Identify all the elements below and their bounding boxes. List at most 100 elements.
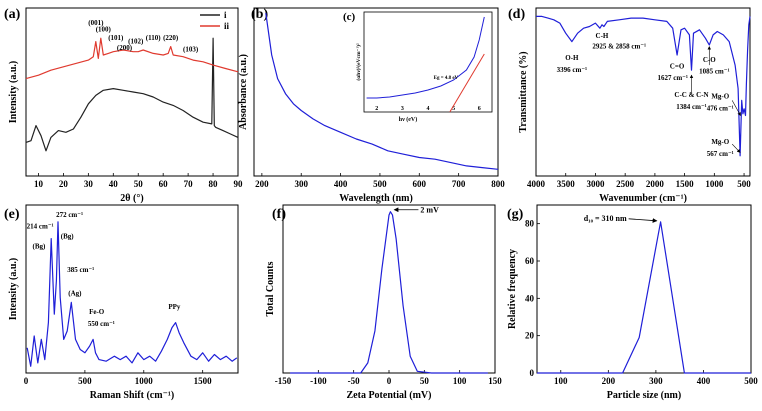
panel-a-xtick-label: 20 [59,179,69,189]
panel-g-annotation: d₁₀ = 310 nm [584,214,627,223]
panel-d-label: (d) [508,7,525,22]
panel-d-annotation: 1384 cm⁻¹ [676,103,706,111]
panel-g-ytick-label: 40 [525,293,535,303]
panel-b-xtick-label: 300 [294,179,308,189]
panel-e-frame [25,204,239,374]
panel-f-xtick-label: -100 [310,376,327,386]
panel-e-series-raman [26,221,238,367]
panel-d-pointer [731,143,741,153]
panel-f-series-zeta [290,211,488,374]
panel-a-annotation: (101) [108,34,124,42]
panel-d-annotation: 1627 cm⁻¹ [657,74,687,82]
panel-a-frame [25,7,239,177]
panel-f-xtick-label: 100 [453,376,467,386]
panel-e-annotation: (Bg) [61,233,75,241]
panel-d-annotation: C-H [596,32,609,40]
panel-f-xtick-label: 0 [387,376,392,386]
panel-d-xlabel: Wavenumber (cm⁻¹) [599,193,687,204]
inset-c-ylabel: (αhν)²(eVcm⁻¹)² [355,43,362,81]
panel-g-label: (g) [507,207,524,222]
panel-g-xtick-label: 500 [744,376,758,386]
inset-c-xtick-label: 5 [452,106,455,112]
panel-a-xtick-label: 10 [34,179,44,189]
panel-f-xtick-label: -50 [348,376,360,386]
panel-g-ytick-label: 60 [525,256,535,266]
panel-d-annotation: O-H [565,54,579,62]
panel-a-annotation: (001) [88,19,104,27]
inset-c-annotation: Eg = 4.8 eV [434,76,459,81]
panel-b-series-absorbance [265,12,499,170]
panel-d-pointer [731,100,741,117]
panel-a-xtick-label: 90 [234,179,244,189]
panel-e-annotation: (Ag) [68,290,82,298]
panel-e-annotation: 214 cm⁻¹ [27,223,54,231]
panel-b: (b) 200 300 400 500 600 700 800 Wavelength (nm) A… [238,7,505,204]
panel-g-xtick-label: 200 [602,376,616,386]
panel-d-xtick-label: 1000 [705,179,724,189]
panel-a-legend-entry: i [224,10,227,20]
panel-f-label: (f) [272,207,286,222]
panel-b-xtick-label: 400 [334,179,348,189]
panel-g-xlabel: Particle size (nm) [607,390,681,401]
panel-d: (d) 4000 3500 3000 2500 2000 1500 1000 500 Wavenu… [508,7,751,204]
panel-g-pointer [628,218,658,223]
panel-a-xtick-label: 30 [84,179,94,189]
panel-a-annotation: (103) [183,46,199,54]
panel-d-annotation: Mg-O [711,138,729,146]
panel-f-annotation: 2 mV [420,206,439,215]
panel-d-annotation: C-C & C-N [674,91,708,99]
panel-f-xlabel: Zeta Potential (mV) [347,390,432,401]
panel-d-annotation: 1085 cm⁻¹ [699,68,729,76]
panel-d-xtick-label: 4000 [527,179,546,189]
panel-d-xtick-label: 500 [737,179,751,189]
panel-e-annotation: (Bg) [33,243,47,251]
panel-a-annotation: (110) [146,34,161,42]
panel-a-xtick-label: 70 [184,179,194,189]
panel-d-annotation: C=O [670,62,685,70]
panel-d-xtick-label: 2000 [646,179,665,189]
panel-e-annotation: PPy [168,303,181,311]
panel-g-ylabel: Relative frequency [507,249,518,329]
panel-e-xtick-label: 500 [78,376,92,386]
panel-g-ytick-label: 20 [525,331,535,341]
inset-c-xtick-label: 2 [375,106,378,112]
panel-f-xtick-label: -150 [275,376,292,386]
inset-c-xtick-label: 6 [478,106,481,112]
inset-c-label: (c) [343,11,356,23]
panel-d-series-ftir [536,15,751,157]
inset-c-xtick-label: 3 [401,106,404,112]
panel-b-label: (b) [251,7,268,22]
panel-a-annotation: (220) [163,34,179,42]
panel-b-xtick-label: 800 [491,179,505,189]
panel-e-xtick-label: 0 [24,376,29,386]
panel-a-legend-entry: ii [224,21,230,31]
panel-e: (e) 0 500 1000 1500 Raman Shift (cm⁻¹) Intensi… [4,204,239,401]
panel-b-xtick-label: 700 [452,179,466,189]
panel-a-annotation: (100) [96,26,112,34]
panel-a-xtick-label: 50 [134,179,144,189]
panel-g-ytick-label: 80 [525,219,535,229]
panel-g-series-size [537,221,751,374]
panel-e-annotation: 385 cm⁻¹ [67,266,94,274]
inset-c-series-fit [449,53,485,113]
panel-a-xlabel: 2θ (°) [120,193,143,204]
panel-e-ylabel: Intensity (a.u.) [8,258,19,321]
panel-e-annotation: Fe-O [89,308,105,316]
panel-b-xtick-label: 200 [255,179,269,189]
panel-d-annotation: Mg-O [711,93,729,101]
inset-c-xlabel: hν (eV) [399,116,418,123]
panel-f-ylabel: Total Counts [265,261,276,316]
panel-b-frame [253,7,499,177]
panel-e-annotation: 550 cm⁻¹ [88,320,115,328]
panel-a-series-i [25,37,239,152]
panel-a-series-ii [25,37,239,80]
panel-g-xtick-label: 400 [697,376,711,386]
panel-a-xtick-label: 80 [209,179,219,189]
panel-a: (a) 10 20 30 40 50 60 70 80 90 2θ (°) Intensity (a.… [4,7,243,204]
panel-g: (g) 100 200 300 400 500 0 20 40 60 80 Particle size… [507,204,758,401]
panel-f-xtick-label: 150 [488,376,502,386]
panel-g-frame [536,204,752,374]
panel-g-xtick-label: 100 [554,376,568,386]
panel-a-annotation: (200) [117,44,133,52]
inset-c: (c) 2 3 4 5 6 hν (eV) (αhν)²(eVcm⁻¹)² Eg = 4.8 e… [343,11,493,123]
